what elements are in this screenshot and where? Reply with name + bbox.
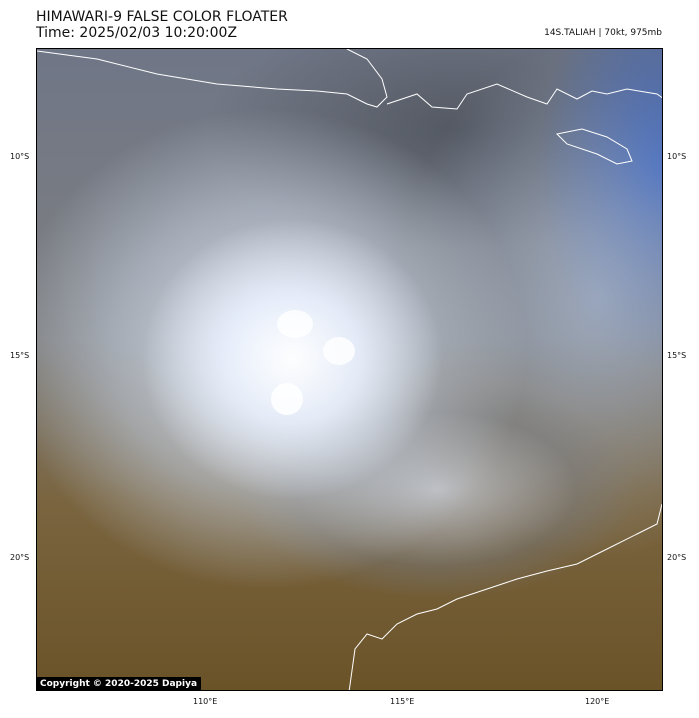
satellite-image (36, 48, 663, 691)
lat-label-left: 15°S (10, 351, 30, 360)
coastlines (37, 49, 662, 690)
coastline-sumba (555, 128, 633, 165)
copyright-label: Copyright © 2020-2025 Dapiya (36, 677, 202, 691)
lat-label-right: 10°S (667, 152, 687, 161)
product-title: HIMAWARI-9 FALSE COLOR FLOATER (36, 9, 288, 25)
coastline-australia (348, 503, 662, 690)
lon-label: 110°E (193, 697, 218, 706)
lat-label-right: 15°S (667, 351, 687, 360)
lon-label: 120°E (585, 697, 610, 706)
coastline-java (37, 49, 388, 108)
storm-info: 14S.TALIAH | 70kt, 975mb (544, 28, 662, 38)
coastline-islands (386, 83, 662, 110)
timestamp: Time: 2025/02/03 10:20:00Z (36, 25, 238, 41)
lat-label-left: 10°S (10, 152, 30, 161)
lat-label-right: 20°S (667, 553, 687, 562)
lon-label: 115°E (390, 697, 415, 706)
lat-label-left: 20°S (10, 553, 30, 562)
